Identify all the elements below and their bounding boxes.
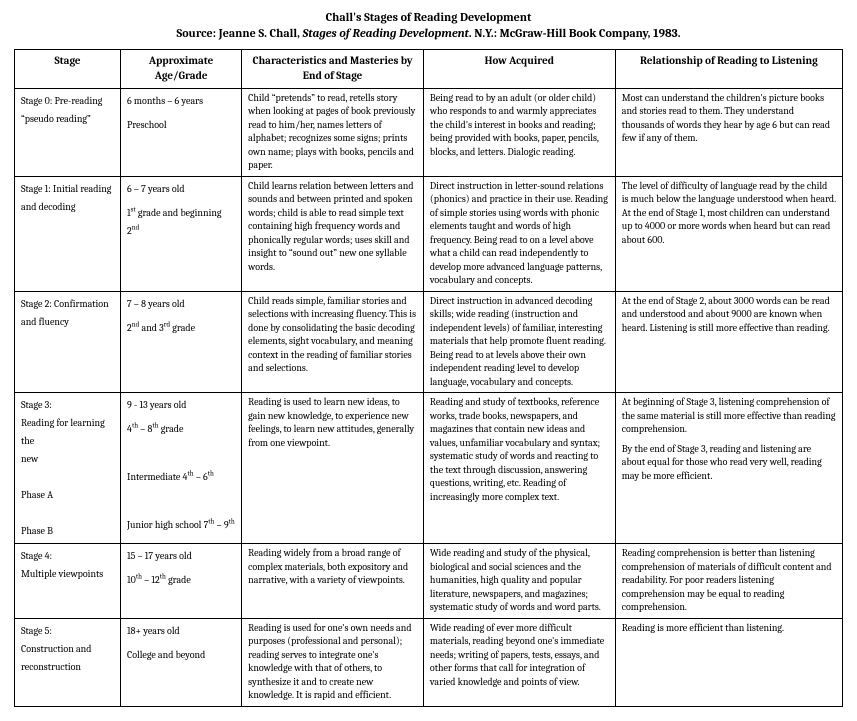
characteristics-cell: Reading is used to learn new ideas, to g… — [242, 393, 424, 544]
relationship-cell: The level of difficulty of language read… — [615, 176, 842, 291]
stage-line: Multiple viewpoints — [21, 565, 114, 583]
stage-line: Stage 5: — [21, 622, 114, 640]
stage-line: Stage 0: Pre-reading — [21, 92, 114, 110]
table-row: Stage 2: Confirmationand fluency7 – 8 ye… — [15, 291, 843, 393]
age-line: 6 – 7 years old — [127, 180, 235, 198]
age-line: 2nd and 3rd grade — [127, 319, 235, 337]
stage-line — [21, 504, 114, 522]
age-line: Intermediate 4th – 6th — [127, 468, 235, 486]
how-acquired-cell: Wide reading and study of the physical, … — [423, 544, 615, 619]
col-header-acq: How Acquired — [423, 50, 615, 89]
stage-line: reconstruction — [21, 658, 114, 676]
relationship-cell: Reading is more efficient than listening… — [615, 618, 842, 706]
stage-line: Reading for learning the — [21, 414, 114, 450]
characteristics-cell: Child learns relation between letters an… — [242, 176, 424, 291]
table-body: Stage 0: Pre-reading“pseudo reading”6 mo… — [15, 88, 843, 706]
stage-cell: Stage 1: Initial readingand decoding — [15, 176, 121, 291]
col-header-char: Characteristics and Masteries by End of … — [242, 50, 424, 89]
relationship-cell: At the end of Stage 2, about 3000 words … — [615, 291, 842, 393]
stage-line: new — [21, 450, 114, 468]
stage-cell: Stage 2: Confirmationand fluency — [15, 291, 121, 393]
relationship-paragraph: The level of difficulty of language read… — [622, 180, 836, 248]
stage-cell: Stage 0: Pre-reading“pseudo reading” — [15, 88, 121, 176]
characteristics-cell: Reading widely from a broad range of com… — [242, 544, 424, 619]
stage-line — [21, 468, 114, 486]
age-line: 7 – 8 years old — [127, 295, 235, 313]
age-line: College and beyond — [127, 646, 235, 664]
table-row: Stage 3:Reading for learning thenew Phas… — [15, 393, 843, 544]
how-acquired-cell: Wide reading of ever more difficult mate… — [423, 618, 615, 706]
source-prefix: Source: Jeanne S. Chall, — [176, 26, 302, 40]
table-row: Stage 5:Construction andreconstruction18… — [15, 618, 843, 706]
stage-line: Stage 2: Confirmation — [21, 295, 114, 313]
col-header-rel: Relationship of Reading to Listening — [615, 50, 842, 89]
age-cell: 6 months – 6 years Preschool — [121, 88, 242, 176]
table-header-row: Stage Approximate Age/Grade Characterist… — [15, 50, 843, 89]
col-header-stage: Stage — [15, 50, 121, 89]
age-line: 1st grade and beginning 2nd — [127, 204, 235, 240]
stage-cell: Stage 4:Multiple viewpoints — [15, 544, 121, 619]
age-line: Junior high school 7th – 9th — [127, 516, 235, 534]
stage-line: Construction and — [21, 640, 114, 658]
relationship-paragraph: Reading comprehension is better than lis… — [622, 547, 836, 615]
relationship-paragraph: Most can understand the children's pictu… — [622, 92, 836, 146]
characteristics-cell: Reading is used for one's own needs and … — [242, 618, 424, 706]
stage-line: Phase A — [21, 486, 114, 504]
relationship-paragraph: At beginning of Stage 3, listening compr… — [622, 396, 836, 437]
age-line: 6 months – 6 years — [127, 92, 235, 110]
doc-source-line: Source: Jeanne S. Chall, Stages of Readi… — [14, 26, 843, 42]
how-acquired-cell: Being read to by an adult (or older chil… — [423, 88, 615, 176]
age-cell: 18+ years old College and beyond — [121, 618, 242, 706]
age-cell: 7 – 8 years old 2nd and 3rd grade — [121, 291, 242, 393]
stage-line: Stage 1: Initial reading — [21, 180, 114, 198]
age-line: 18+ years old — [127, 622, 235, 640]
relationship-cell: At beginning of Stage 3, listening compr… — [615, 393, 842, 544]
stage-line: “pseudo reading” — [21, 110, 114, 128]
how-acquired-cell: Reading and study of textbooks, referenc… — [423, 393, 615, 544]
how-acquired-cell: Direct instruction in advanced decoding … — [423, 291, 615, 393]
relationship-paragraph: Reading is more efficient than listening… — [622, 622, 836, 636]
age-line: 9 - 13 years old — [127, 396, 235, 414]
age-line: 4th – 8th grade — [127, 420, 235, 438]
age-line — [127, 492, 235, 510]
characteristics-cell: Child “pretends” to read, retells story … — [242, 88, 424, 176]
document-page: Chall's Stages of Reading Development So… — [0, 0, 857, 721]
source-suffix: . N.Y.: McGraw-Hill Book Company, 1983. — [469, 26, 681, 40]
table-row: Stage 0: Pre-reading“pseudo reading”6 mo… — [15, 88, 843, 176]
stages-table: Stage Approximate Age/Grade Characterist… — [14, 49, 843, 707]
stage-cell: Stage 3:Reading for learning thenew Phas… — [15, 393, 121, 544]
relationship-paragraph: By the end of Stage 3, reading and liste… — [622, 443, 836, 484]
relationship-cell: Reading comprehension is better than lis… — [615, 544, 842, 619]
age-cell: 6 – 7 years old 1st grade and beginning 2… — [121, 176, 242, 291]
how-acquired-cell: Direct instruction in letter-sound relat… — [423, 176, 615, 291]
age-line: 15 – 17 years old — [127, 547, 235, 565]
stage-line: and fluency — [21, 313, 114, 331]
age-cell: 9 - 13 years old 4th – 8th grade Intermed… — [121, 393, 242, 544]
characteristics-cell: Child reads simple, familiar stories and… — [242, 291, 424, 393]
stage-line: Phase B — [21, 522, 114, 540]
age-line: 10th – 12th grade — [127, 571, 235, 589]
stage-cell: Stage 5:Construction andreconstruction — [15, 618, 121, 706]
stage-line: Stage 3: — [21, 396, 114, 414]
relationship-cell: Most can understand the children's pictu… — [615, 88, 842, 176]
age-line: Preschool — [127, 116, 235, 134]
stage-line: Stage 4: — [21, 547, 114, 565]
table-row: Stage 4:Multiple viewpoints15 – 17 years… — [15, 544, 843, 619]
age-line — [127, 444, 235, 462]
table-row: Stage 1: Initial readingand decoding6 – … — [15, 176, 843, 291]
age-cell: 15 – 17 years old 10th – 12th grade — [121, 544, 242, 619]
col-header-age: Approximate Age/Grade — [121, 50, 242, 89]
source-book-title: Stages of Reading Development — [303, 26, 469, 40]
relationship-paragraph: At the end of Stage 2, about 3000 words … — [622, 295, 836, 336]
doc-title: Chall's Stages of Reading Development — [14, 10, 843, 26]
stage-line: and decoding — [21, 198, 114, 216]
